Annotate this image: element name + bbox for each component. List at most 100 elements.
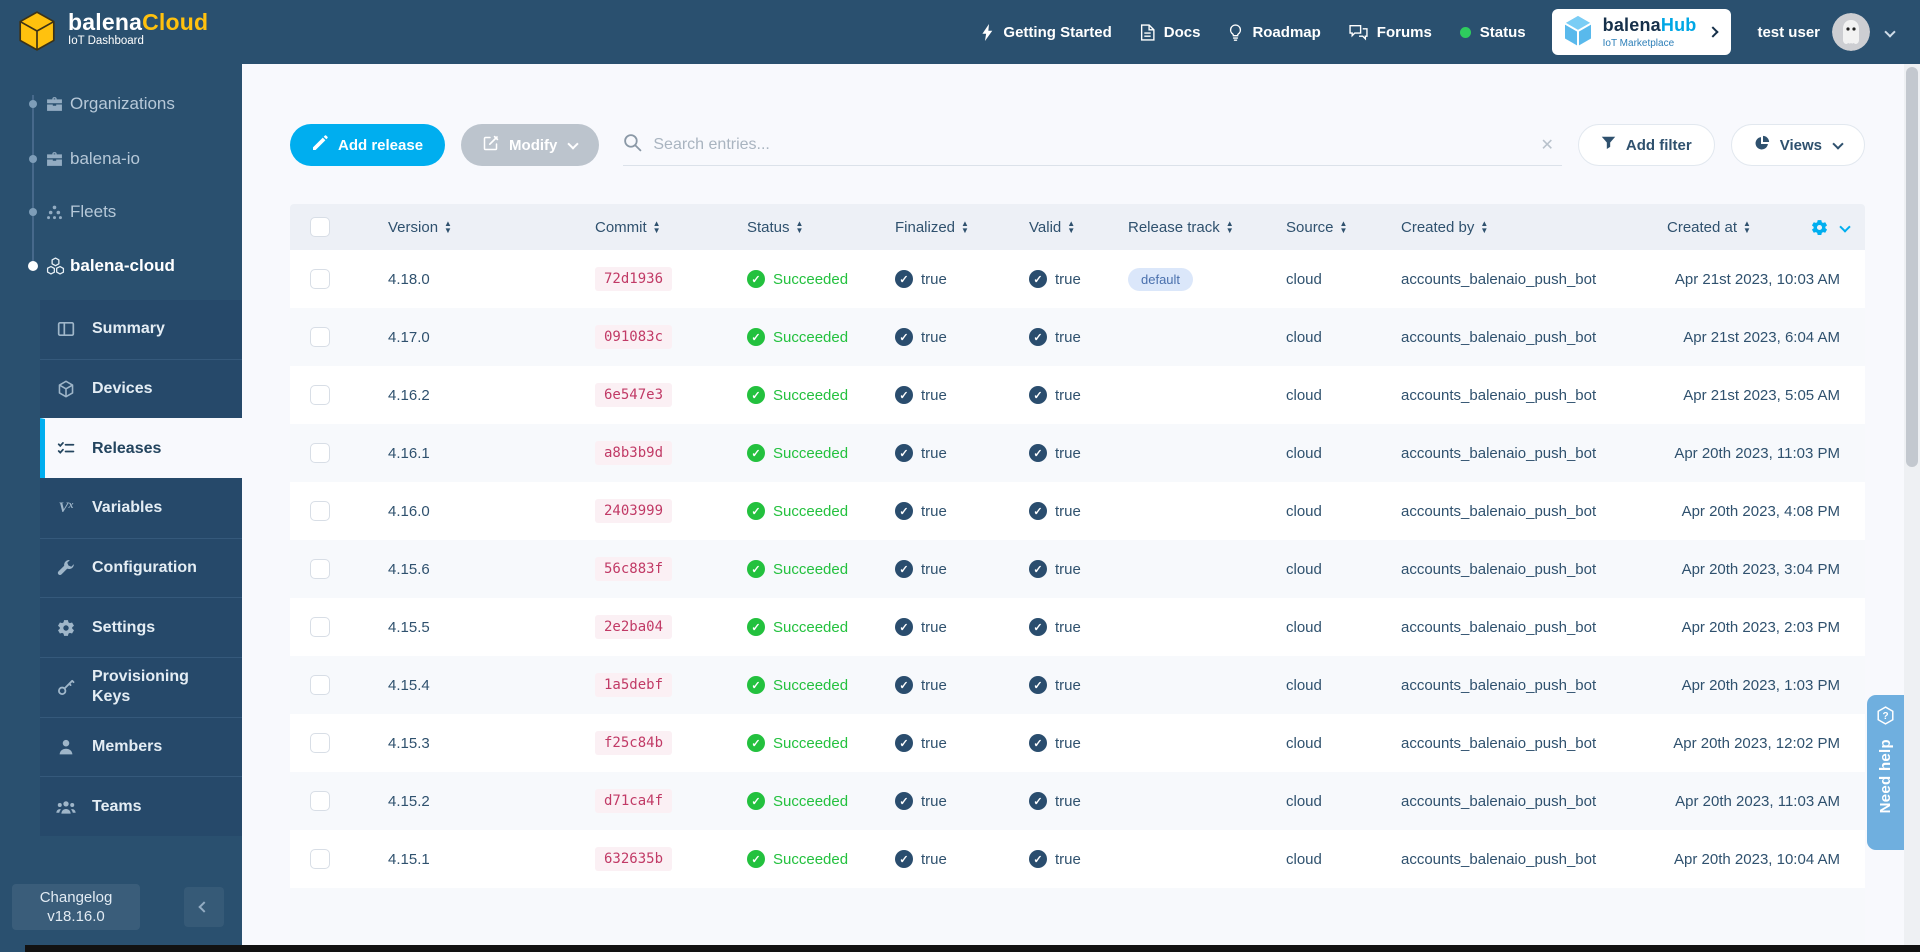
sidebar-item-devices[interactable]: Devices xyxy=(40,358,242,419)
created-by-cell: accounts_balenaio_push_bot xyxy=(1385,561,1650,578)
commit-hash[interactable]: 2e2ba04 xyxy=(595,615,673,639)
modify-button[interactable]: Modify xyxy=(461,124,600,166)
version-value: 4.15.1 xyxy=(388,850,430,868)
app-logo[interactable]: balenaCloud IoT Dashboard xyxy=(16,10,208,57)
created-at-cell: Apr 20th 2023, 11:03 AM xyxy=(1650,793,1865,810)
version-cell: 4.15.2 xyxy=(368,793,580,810)
sidebar-item-settings[interactable]: Settings xyxy=(40,597,242,657)
nav-roadmap[interactable]: Roadmap xyxy=(1228,24,1321,41)
row-checkbox[interactable] xyxy=(310,849,330,869)
header-controls xyxy=(1811,204,1851,250)
valid-cell: ✓ true xyxy=(1015,502,1110,520)
column-header-status[interactable]: Status ▲ ▼ xyxy=(730,219,880,236)
row-checkbox[interactable] xyxy=(310,617,330,637)
success-check-icon: ✓ xyxy=(747,792,765,810)
row-checkbox[interactable] xyxy=(310,443,330,463)
scrollbar-thumb[interactable] xyxy=(1906,67,1918,467)
user-menu[interactable]: test user xyxy=(1757,13,1896,51)
created-at-value: Apr 20th 2023, 11:03 PM xyxy=(1674,444,1840,462)
commit-hash[interactable]: 56c883f xyxy=(595,557,673,581)
row-checkbox[interactable] xyxy=(310,733,330,753)
success-check-icon: ✓ xyxy=(747,560,765,578)
commit-hash[interactable]: f25c84b xyxy=(595,731,673,755)
commit-hash[interactable]: 1a5debf xyxy=(595,673,673,697)
sidebar-item-configuration[interactable]: Configuration xyxy=(40,537,242,598)
column-settings-gear-icon[interactable] xyxy=(1811,219,1828,236)
row-checkbox[interactable] xyxy=(310,791,330,811)
commit-hash[interactable]: 632635b xyxy=(595,847,673,871)
row-checkbox[interactable] xyxy=(310,559,330,579)
select-all-checkbox[interactable] xyxy=(310,217,330,237)
collapse-columns-chevron-icon[interactable] xyxy=(1839,221,1851,233)
commit-hash[interactable]: d71ca4f xyxy=(595,789,673,813)
column-header-finalized[interactable]: Finalized ▲ ▼ xyxy=(880,219,1015,236)
sidebar-item-balena-io[interactable]: balena-io xyxy=(0,144,242,174)
commit-hash[interactable]: 72d1936 xyxy=(595,267,673,291)
bottom-scrollbar[interactable] xyxy=(25,945,1920,952)
need-help-tab[interactable]: ? Need help xyxy=(1867,695,1904,850)
add-release-button[interactable]: Add release xyxy=(290,124,446,166)
chevron-down-icon xyxy=(567,137,580,150)
nav-docs[interactable]: Docs xyxy=(1140,24,1200,41)
search-input[interactable] xyxy=(653,135,1530,154)
sidebar-item-summary[interactable]: Summary xyxy=(40,300,242,359)
status-value: Succeeded xyxy=(773,270,849,288)
table-row[interactable]: 4.15.1 632635b ✓ Succeeded ✓ true ✓ true cl… xyxy=(290,830,1865,888)
table-row[interactable]: 4.15.2 d71ca4f ✓ Succeeded ✓ true ✓ true cl… xyxy=(290,772,1865,830)
sidebar-item-provisioning-keys[interactable]: Provisioning Keys xyxy=(40,657,242,717)
commit-hash[interactable]: 6e547e3 xyxy=(595,383,673,407)
commit-hash[interactable]: a8b3b9d xyxy=(595,441,673,465)
table-row[interactable]: 4.15.6 56c883f ✓ Succeeded ✓ true ✓ true cl… xyxy=(290,540,1865,598)
version-value: 4.15.6 xyxy=(388,560,430,578)
column-header-version[interactable]: Version ▲ ▼ xyxy=(368,219,580,236)
clear-search-icon[interactable]: ✕ xyxy=(1540,136,1554,154)
success-check-icon: ✓ xyxy=(747,328,765,346)
created-by-cell: accounts_balenaio_push_bot xyxy=(1385,503,1650,520)
views-button[interactable]: Views xyxy=(1730,124,1865,166)
row-checkbox[interactable] xyxy=(310,269,330,289)
table-row[interactable]: 4.18.0 72d1936 ✓ Succeeded ✓ true ✓ true de… xyxy=(290,250,1865,308)
row-checkbox[interactable] xyxy=(310,501,330,521)
nav-forums[interactable]: Forums xyxy=(1349,24,1432,41)
row-checkbox[interactable] xyxy=(310,327,330,347)
column-header-commit[interactable]: Commit ▲ ▼ xyxy=(580,219,730,236)
sidebar: balenaCloud IoT Dashboard Organizations … xyxy=(0,0,242,952)
table-row[interactable]: 4.16.2 6e547e3 ✓ Succeeded ✓ true ✓ true cl… xyxy=(290,366,1865,424)
sidebar-item-organizations[interactable]: Organizations xyxy=(0,89,242,119)
sidebar-item-fleets[interactable]: Fleets xyxy=(0,197,242,227)
valid-value: true xyxy=(1055,444,1081,462)
row-checkbox[interactable] xyxy=(310,675,330,695)
vertical-scrollbar[interactable] xyxy=(1904,64,1920,952)
column-header-created-at[interactable]: Created at ▲ ▼ xyxy=(1650,219,1865,236)
check-circle-icon: ✓ xyxy=(895,328,913,346)
balena-hub-button[interactable]: balenaHub IoT Marketplace xyxy=(1551,9,1732,55)
column-header-source[interactable]: Source ▲ ▼ xyxy=(1270,219,1385,236)
table-row[interactable]: 4.16.0 2403999 ✓ Succeeded ✓ true ✓ true cl… xyxy=(290,482,1865,540)
table-row[interactable]: 4.17.0 091083c ✓ Succeeded ✓ true ✓ true cl… xyxy=(290,308,1865,366)
table-row[interactable]: 4.15.4 1a5debf ✓ Succeeded ✓ true ✓ true cl… xyxy=(290,656,1865,714)
button-label: Add filter xyxy=(1625,136,1692,154)
valid-value: true xyxy=(1055,560,1081,578)
column-label: Commit xyxy=(595,218,647,236)
column-header-valid[interactable]: Valid ▲ ▼ xyxy=(1015,219,1110,236)
table-row[interactable]: 4.15.3 f25c84b ✓ Succeeded ✓ true ✓ true cl… xyxy=(290,714,1865,772)
sidebar-item-members[interactable]: Members xyxy=(40,716,242,777)
commit-hash[interactable]: 2403999 xyxy=(595,499,673,523)
add-filter-button[interactable]: Add filter xyxy=(1577,124,1715,166)
table-row[interactable]: 4.15.5 2e2ba04 ✓ Succeeded ✓ true ✓ true cl… xyxy=(290,598,1865,656)
commit-hash[interactable]: 091083c xyxy=(595,325,673,349)
nav-status[interactable]: Status xyxy=(1459,24,1526,41)
sidebar-item-releases[interactable]: Releases xyxy=(40,418,242,479)
check-circle-icon: ✓ xyxy=(1029,734,1047,752)
sidebar-item-balena-cloud[interactable]: balena-cloud xyxy=(0,251,242,281)
changelog-button[interactable]: Changelog v18.16.0 xyxy=(12,884,140,930)
table-row[interactable]: 4.16.1 a8b3b9d ✓ Succeeded ✓ true ✓ true cl… xyxy=(290,424,1865,482)
sidebar-item-teams[interactable]: Teams xyxy=(40,776,242,836)
column-header-release-track[interactable]: Release track ▲ ▼ xyxy=(1110,219,1270,236)
row-checkbox[interactable] xyxy=(310,385,330,405)
sidebar-collapse-button[interactable] xyxy=(184,887,224,927)
nav-getting-started[interactable]: Getting Started xyxy=(981,23,1112,41)
column-header-created-by[interactable]: Created by ▲ ▼ xyxy=(1385,219,1650,236)
